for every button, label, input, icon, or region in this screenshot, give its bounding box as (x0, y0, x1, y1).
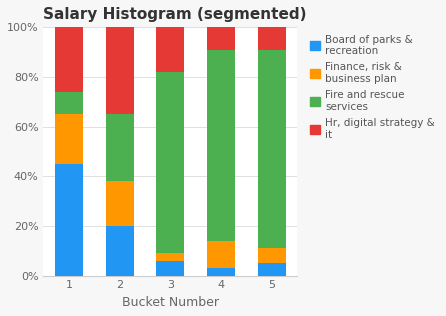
Bar (207, 268, 235, 276)
Bar (207, 50, 235, 241)
Bar (157, 261, 184, 276)
Bar (157, 72, 184, 253)
Bar (258, 248, 286, 263)
X-axis label: Bucket Number: Bucket Number (122, 296, 219, 309)
Legend: Board of parks &
recreation, Finance, risk &
business plan, Fire and rescue
serv: Board of parks & recreation, Finance, ri… (308, 33, 437, 142)
Bar (157, 27, 184, 72)
Bar (106, 27, 134, 114)
Bar (55, 27, 83, 92)
Bar (55, 164, 83, 276)
Bar (157, 253, 184, 261)
Bar (55, 92, 83, 114)
Bar (106, 181, 134, 226)
Bar (258, 263, 286, 276)
Bar (106, 114, 134, 181)
Bar (258, 50, 286, 248)
Bar (207, 27, 235, 50)
Bar (207, 241, 235, 268)
Bar (55, 114, 83, 164)
Bar (106, 226, 134, 276)
Text: Salary Histogram (segmented): Salary Histogram (segmented) (43, 7, 307, 22)
Bar (258, 27, 286, 50)
